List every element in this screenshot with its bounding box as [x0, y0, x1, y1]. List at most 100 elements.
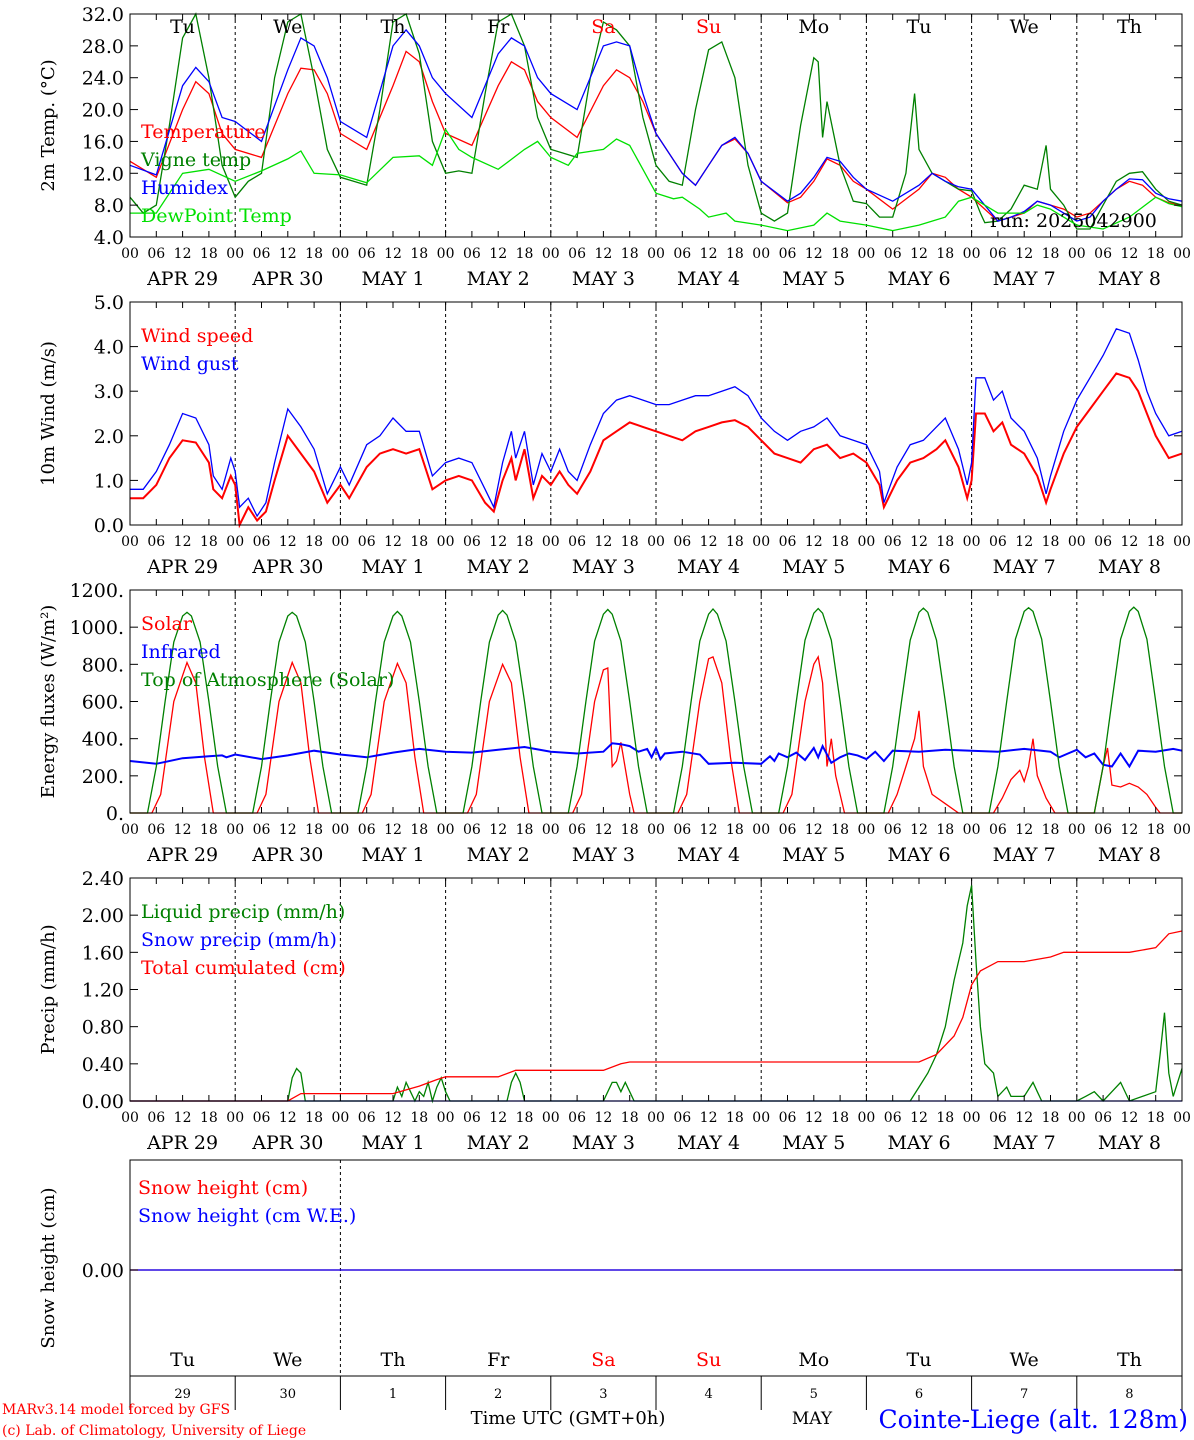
legend-entry: Vigne temp — [140, 149, 251, 171]
weekday-label: Th — [1117, 1349, 1142, 1371]
hour-tick-label: 06 — [568, 246, 586, 262]
hour-tick-label: 00 — [857, 1110, 875, 1126]
hour-tick-label: 18 — [516, 822, 534, 838]
date-label: MAY 2 — [467, 1132, 530, 1154]
hour-tick-label: 00 — [752, 822, 770, 838]
weekday-label: Tu — [907, 1349, 932, 1371]
hour-tick-label: 06 — [989, 1110, 1007, 1126]
hour-tick-label: 00 — [121, 1110, 139, 1126]
hour-tick-label: 18 — [200, 246, 218, 262]
hour-tick-label: 12 — [174, 822, 192, 838]
hour-tick-label: 00 — [542, 246, 560, 262]
hour-tick-label: 00 — [542, 534, 560, 550]
weekday-label: Tu — [170, 16, 195, 38]
hour-tick-label: 06 — [568, 822, 586, 838]
hour-tick-label: 12 — [279, 246, 297, 262]
hour-tick-label: 12 — [594, 246, 612, 262]
panel-2: 0.0 1.0 2.0 3.0 4.0 5.0 10m Wind (m/s) Wind spe… — [38, 292, 1191, 578]
hour-tick-label: 00 — [226, 534, 244, 550]
y-axis-label: Energy fluxes (W/m²) — [38, 605, 59, 799]
hour-tick-label: 18 — [621, 534, 639, 550]
legend-entry: Snow precip (mm/h) — [141, 929, 337, 951]
hour-tick-label: 06 — [147, 534, 165, 550]
hour-tick-label: 12 — [910, 1110, 928, 1126]
hour-tick-label: 00 — [331, 822, 349, 838]
hour-tick-label: 06 — [884, 534, 902, 550]
hour-tick-label: 12 — [489, 822, 507, 838]
date-label: MAY 7 — [993, 844, 1056, 866]
y-tick-label: 4.0 — [94, 227, 124, 249]
hour-tick-label: 00 — [1068, 246, 1086, 262]
date-label: MAY 7 — [993, 556, 1056, 578]
hour-tick-label: 00 — [437, 1110, 455, 1126]
hour-tick-label: 06 — [147, 822, 165, 838]
hour-tick-label: 06 — [463, 534, 481, 550]
hour-tick-label: 18 — [726, 534, 744, 550]
y-tick-label: 0.0 — [94, 515, 124, 537]
hour-tick-label: 12 — [700, 246, 718, 262]
hour-tick-label: 12 — [384, 246, 402, 262]
hour-tick-label: 18 — [1042, 822, 1060, 838]
hour-tick-label: 00 — [121, 822, 139, 838]
date-label: MAY 5 — [782, 268, 845, 290]
date-label: APR 29 — [146, 268, 218, 290]
hour-tick-label: 12 — [279, 534, 297, 550]
weekday-label: Su — [696, 1349, 721, 1371]
panel-4: 0.00 0.40 0.80 1.20 1.60 2.00 2.40 Precip (mm/h… — [38, 868, 1191, 1154]
hour-tick-label: 12 — [1120, 822, 1138, 838]
hour-tick-label: 00 — [647, 822, 665, 838]
hour-tick-label: 00 — [331, 1110, 349, 1126]
y-tick-label: 32.0 — [82, 4, 124, 26]
weekday-label: Mo — [798, 16, 829, 38]
hour-tick-label: 06 — [358, 1110, 376, 1126]
hour-tick-label: 06 — [358, 534, 376, 550]
y-tick-label: 28.0 — [82, 36, 124, 58]
date-label: MAY 3 — [572, 556, 635, 578]
hour-tick-label: 12 — [489, 1110, 507, 1126]
date-label: MAY 5 — [782, 1132, 845, 1154]
hour-tick-label: 00 — [963, 822, 981, 838]
legend-entry: Top of Atmosphere (Solar) — [141, 669, 394, 691]
hour-tick-label: 18 — [936, 534, 954, 550]
hour-tick-label: 00 — [437, 246, 455, 262]
hour-tick-label: 12 — [489, 246, 507, 262]
series-line-wind-speed — [130, 372, 1183, 529]
date-label: MAY 7 — [993, 1132, 1056, 1154]
hour-tick-label: 00 — [752, 246, 770, 262]
date-label: MAY 2 — [467, 268, 530, 290]
y-axis-label: Precip (mm/h) — [38, 924, 59, 1054]
day-number-label: 29 — [174, 1387, 191, 1402]
hour-tick-label: 06 — [253, 1110, 271, 1126]
hour-tick-label: 06 — [884, 246, 902, 262]
hour-tick-label: 12 — [1120, 534, 1138, 550]
hour-tick-label: 06 — [358, 246, 376, 262]
legend-entry: Liquid precip (mm/h) — [141, 901, 345, 923]
hour-tick-label: 12 — [805, 1110, 823, 1126]
hour-tick-label: 18 — [410, 1110, 428, 1126]
hour-tick-label: 18 — [1147, 246, 1165, 262]
hour-tick-label: 06 — [989, 534, 1007, 550]
y-tick-label: 600. — [82, 692, 124, 714]
hour-tick-label: 12 — [910, 822, 928, 838]
footer-month: MAY — [792, 1409, 833, 1429]
y-tick-label: 1200. — [70, 580, 124, 602]
hour-tick-label: 00 — [647, 1110, 665, 1126]
hour-tick-label: 12 — [805, 822, 823, 838]
hour-tick-label: 12 — [700, 822, 718, 838]
y-tick-label: 0.80 — [82, 1017, 124, 1039]
hour-tick-label: 12 — [489, 534, 507, 550]
hour-tick-label: 18 — [1042, 246, 1060, 262]
hour-tick-label: 00 — [857, 246, 875, 262]
y-tick-label: 200. — [82, 766, 124, 788]
hour-tick-label: 18 — [200, 822, 218, 838]
panels: 4.08.012.016.020.024.028.032.02m Temp. (… — [38, 4, 1191, 1410]
hour-tick-label: 00 — [437, 822, 455, 838]
y-tick-label: 3.0 — [94, 381, 124, 403]
hour-tick-label: 18 — [410, 822, 428, 838]
hour-tick-label: 06 — [358, 822, 376, 838]
weekday-label: Mo — [798, 1349, 829, 1371]
weekday-label: Tu — [170, 1349, 195, 1371]
date-label: MAY 2 — [467, 556, 530, 578]
hour-tick-label: 06 — [568, 534, 586, 550]
day-number-label: 2 — [494, 1387, 502, 1402]
